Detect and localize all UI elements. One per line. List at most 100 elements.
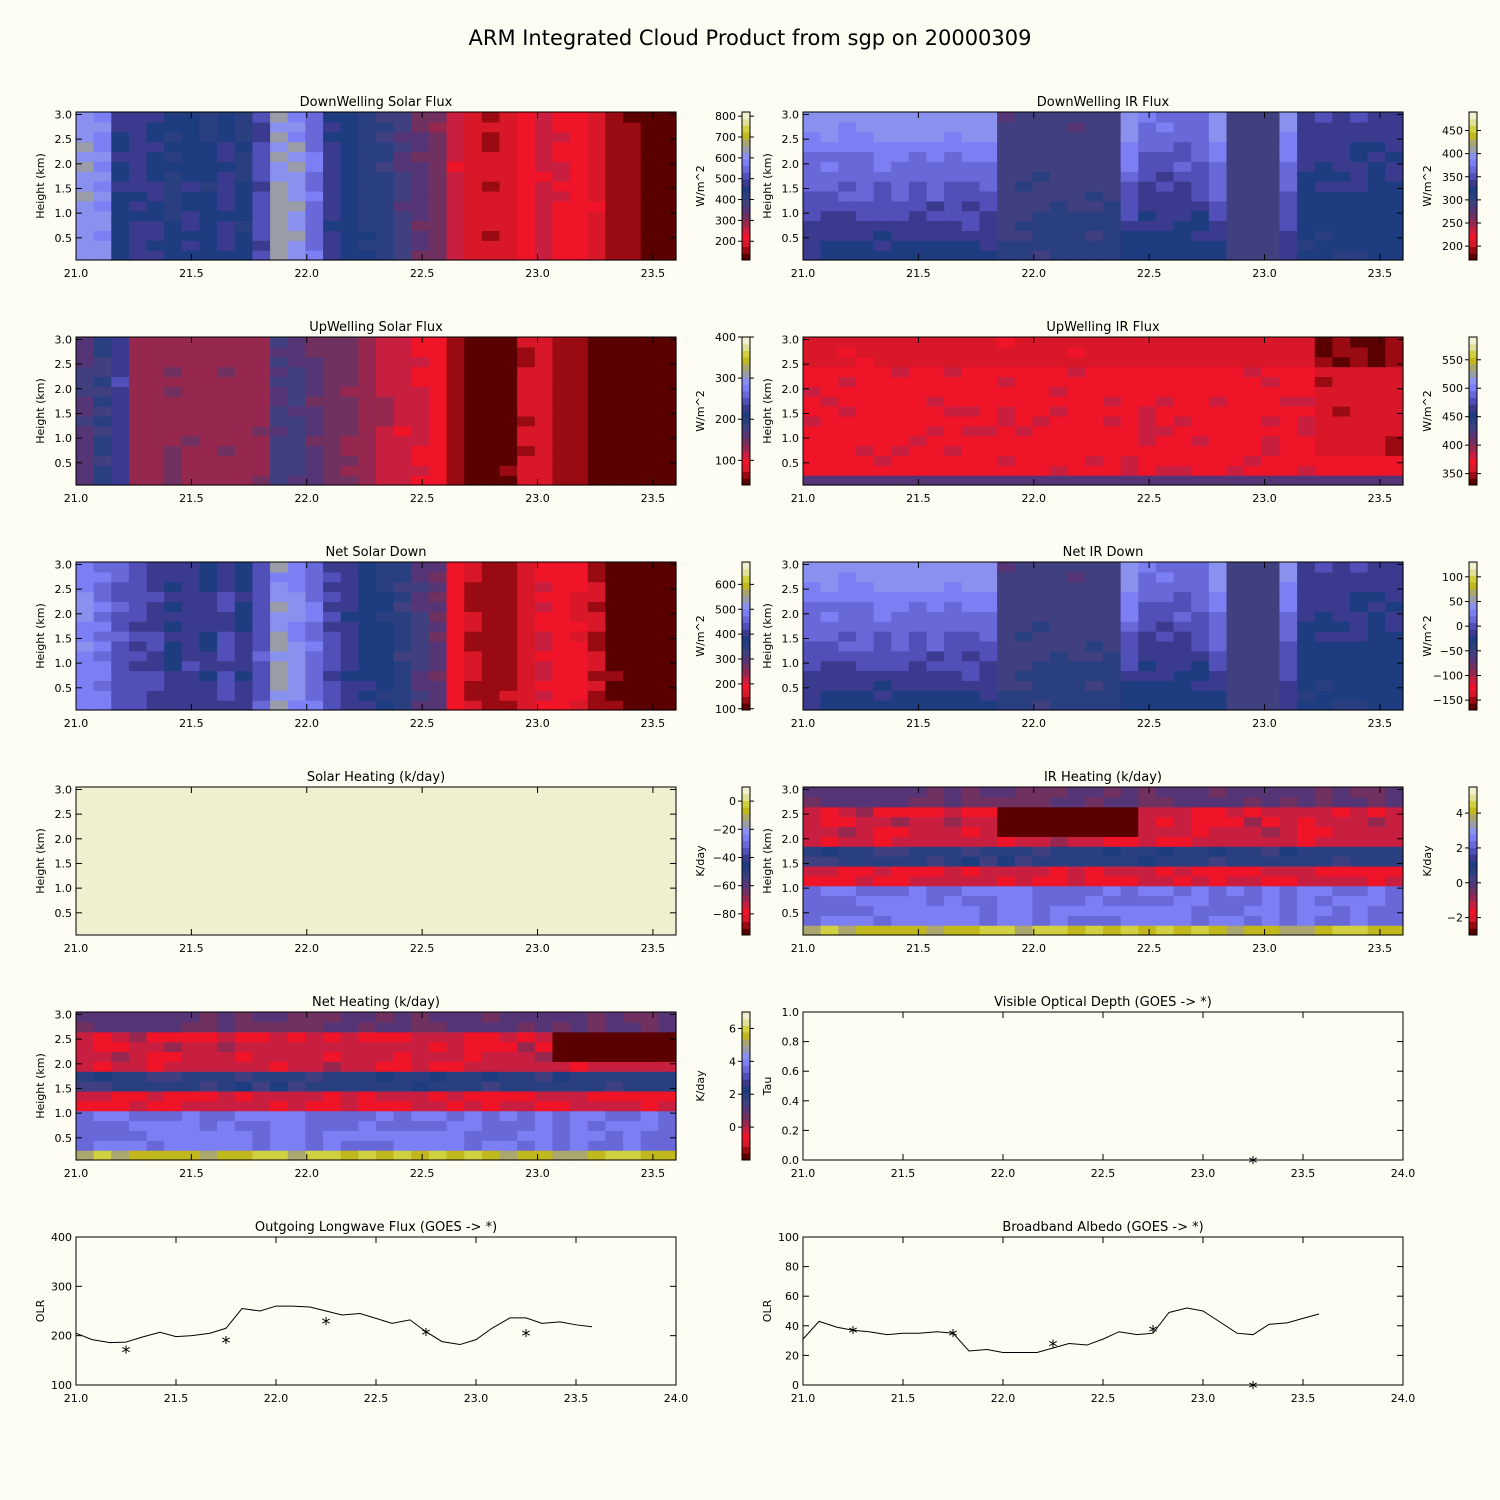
heatmap-cell bbox=[358, 915, 377, 926]
heatmap-cell bbox=[199, 366, 218, 378]
heatmap-cell bbox=[979, 376, 998, 387]
heatmap-cell bbox=[1261, 875, 1281, 887]
heatmap-cell bbox=[944, 240, 963, 251]
heatmap-cell bbox=[1138, 787, 1157, 798]
heatmap-cell bbox=[891, 680, 910, 691]
heatmap-cell bbox=[1314, 915, 1334, 926]
heatmap-cell bbox=[481, 151, 501, 162]
heatmap-cell bbox=[287, 787, 307, 798]
heatmap-cell bbox=[464, 346, 483, 358]
heatmap-cell bbox=[570, 435, 589, 447]
heatmap-cell bbox=[376, 337, 395, 348]
heatmap-cell bbox=[393, 366, 412, 378]
heatmap-cell bbox=[252, 571, 271, 583]
heatmap-cell bbox=[820, 690, 839, 701]
heatmap-cell bbox=[481, 346, 501, 358]
heatmap-cell bbox=[961, 660, 981, 672]
heatmap-cell bbox=[803, 640, 822, 652]
heatmap-cell bbox=[1297, 121, 1316, 133]
heatmap-cell bbox=[1208, 171, 1228, 182]
heatmap-cell bbox=[908, 581, 928, 593]
heatmap-cell bbox=[146, 826, 165, 837]
heatmap-cell bbox=[803, 475, 822, 486]
heatmap-cell bbox=[908, 631, 928, 642]
heatmap-cell bbox=[217, 415, 236, 427]
heatmap-cell bbox=[623, 425, 642, 437]
heatmap-cell bbox=[376, 445, 395, 456]
heatmap-cell bbox=[305, 631, 324, 642]
heatmap-cell bbox=[1226, 181, 1245, 192]
heatmap-cell bbox=[1014, 611, 1034, 622]
heatmap-cell bbox=[411, 875, 430, 887]
heatmap-cell bbox=[1261, 611, 1281, 622]
heatmap-cell bbox=[323, 465, 342, 476]
heatmap-cell bbox=[623, 376, 642, 387]
heatmap-cell bbox=[1350, 112, 1369, 123]
heatmap-cell bbox=[855, 220, 875, 231]
heatmap-cell bbox=[305, 230, 324, 241]
heatmap-cell bbox=[1385, 856, 1404, 867]
heatmap-cell bbox=[358, 640, 377, 652]
heatmap-cell bbox=[146, 875, 165, 887]
heatmap-cell bbox=[1367, 240, 1386, 251]
heatmap-cell bbox=[803, 465, 822, 476]
heatmap-cell bbox=[873, 376, 892, 387]
heatmap-cell bbox=[164, 875, 183, 887]
heatmap-cell bbox=[305, 240, 324, 251]
heatmap-cell bbox=[217, 425, 236, 437]
heatmap-cell bbox=[1385, 386, 1404, 397]
heatmap-cell bbox=[1279, 141, 1298, 153]
colorbar-cell bbox=[1469, 615, 1477, 624]
heatmap-cell bbox=[111, 161, 130, 172]
heatmap-cell bbox=[128, 230, 148, 241]
heatmap-cell bbox=[252, 1090, 271, 1102]
heatmap-cell bbox=[1173, 356, 1192, 368]
heatmap-cell bbox=[217, 1100, 236, 1112]
heatmap-cell bbox=[979, 396, 998, 407]
heatmap-cell bbox=[499, 562, 518, 573]
heatmap-cell bbox=[1332, 171, 1351, 182]
heatmap-cell bbox=[252, 836, 271, 847]
heatmap-cell bbox=[570, 406, 589, 417]
heatmap-cell bbox=[873, 346, 892, 358]
plot-frame bbox=[802, 561, 1404, 711]
heatmap-cell bbox=[820, 865, 839, 877]
heatmap-cell bbox=[1208, 787, 1228, 798]
heatmap-cell bbox=[658, 465, 677, 476]
heatmap-cell bbox=[287, 1051, 307, 1062]
heatmap-cell bbox=[1350, 151, 1369, 162]
heatmap-cell bbox=[908, 591, 928, 603]
heatmap-cell bbox=[1261, 200, 1281, 212]
heatmap-cell bbox=[252, 435, 271, 447]
heatmap-cell bbox=[93, 816, 112, 828]
heatmap-cell bbox=[393, 121, 412, 133]
colorbar-cell bbox=[1469, 112, 1477, 120]
heatmap-cell bbox=[411, 925, 430, 936]
heatmap-cell bbox=[323, 141, 342, 153]
heatmap-cell bbox=[926, 806, 945, 818]
heatmap-cell bbox=[605, 475, 624, 486]
heatmap-cell bbox=[1120, 875, 1139, 887]
heatmap-cell bbox=[1103, 171, 1122, 182]
heatmap-cell bbox=[944, 346, 963, 358]
heatmap-cell bbox=[1261, 366, 1281, 378]
colorbar-cell bbox=[742, 233, 750, 241]
heatmap-cell bbox=[1332, 895, 1351, 906]
heatmap-cell bbox=[93, 190, 112, 202]
heatmap-cell bbox=[358, 1041, 377, 1053]
heatmap-cell bbox=[1279, 337, 1298, 348]
heatmap-cell bbox=[1085, 895, 1104, 906]
heatmap-cell bbox=[1279, 445, 1298, 456]
heatmap-cell bbox=[376, 1031, 395, 1043]
x-tick-label: 21.0 bbox=[64, 942, 89, 955]
heatmap-cell bbox=[1226, 601, 1245, 612]
heatmap-cell bbox=[93, 1041, 112, 1053]
heatmap-cell bbox=[305, 121, 324, 133]
heatmap-cell bbox=[340, 680, 359, 691]
heatmap-cell bbox=[340, 650, 359, 662]
heatmap-cell bbox=[1103, 581, 1122, 593]
heatmap-cell bbox=[111, 151, 130, 162]
heatmap-cell bbox=[93, 640, 112, 652]
colorbar-cell bbox=[742, 350, 750, 358]
heatmap-cell bbox=[1261, 161, 1281, 172]
